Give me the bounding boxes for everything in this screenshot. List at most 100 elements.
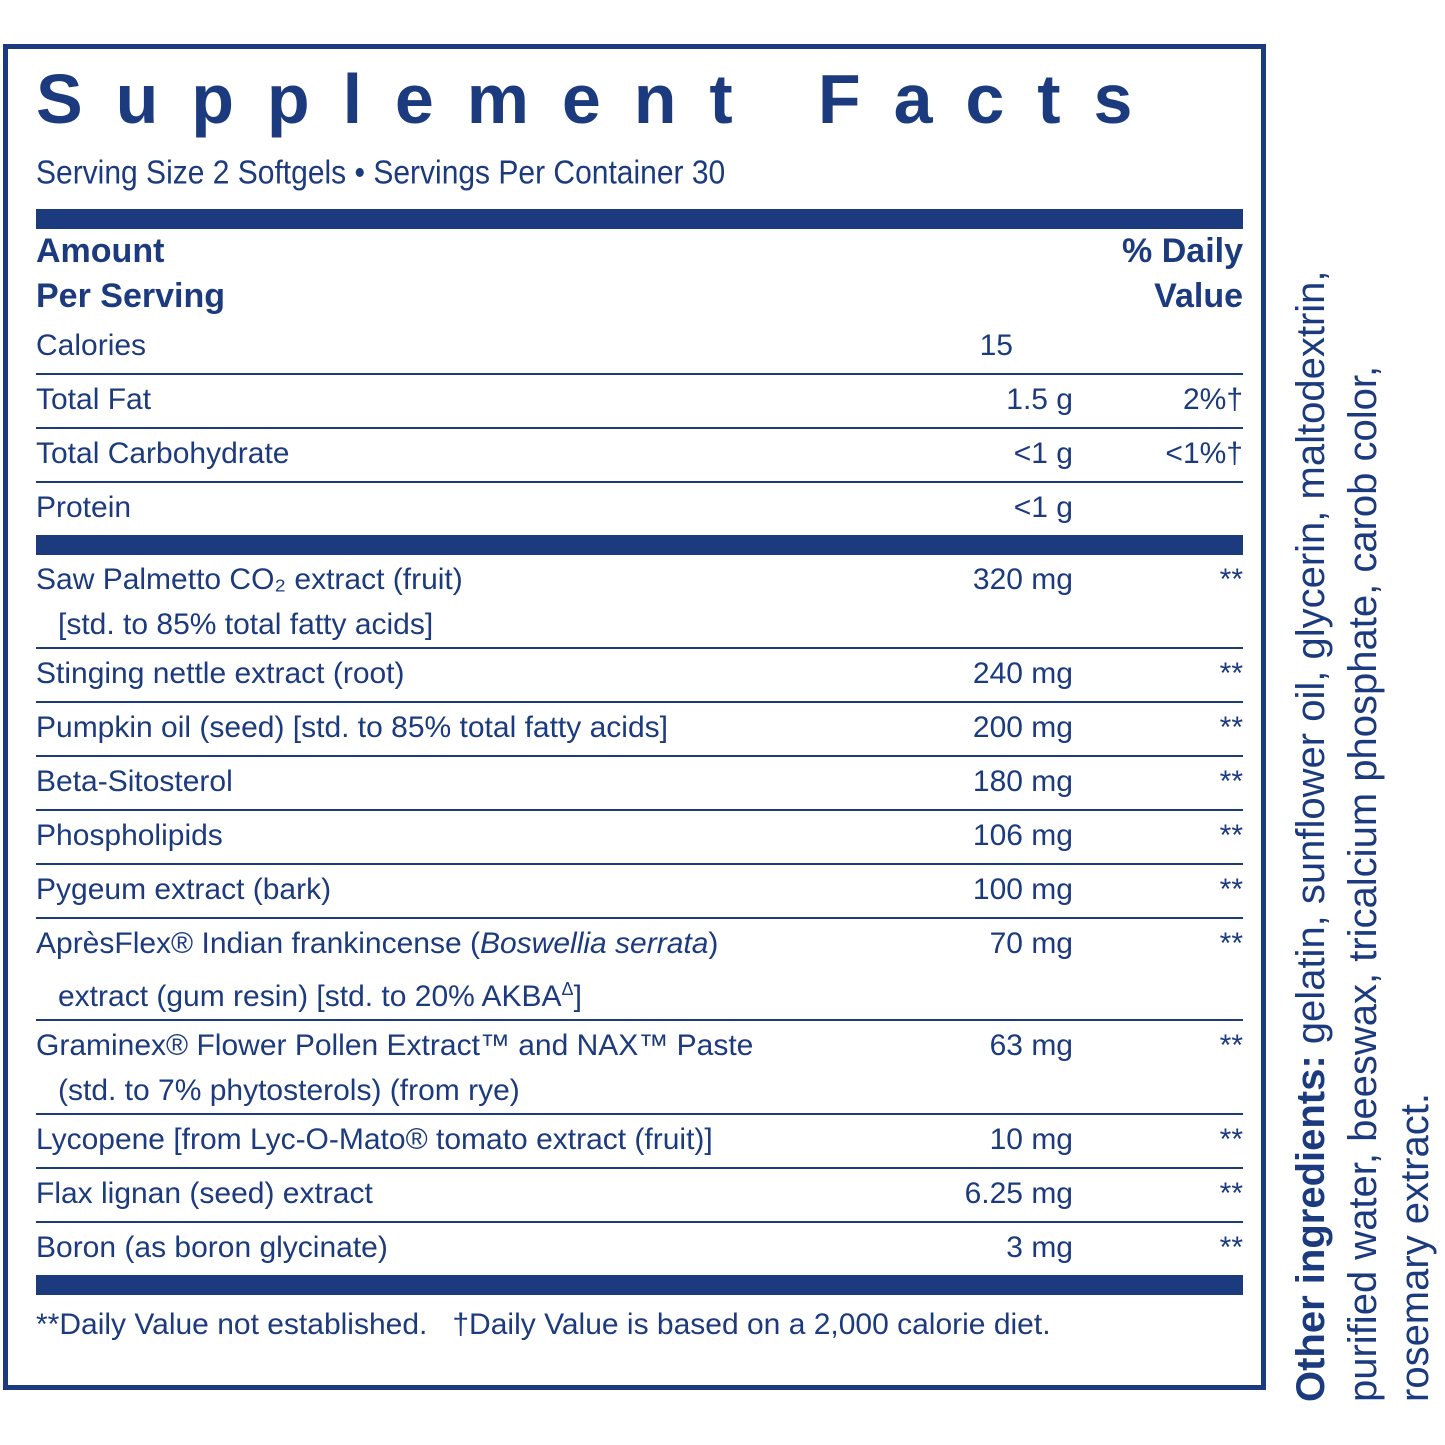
ingredient-line: purified water, beeswax, tricalcium phos… [1337,57,1389,1402]
amount: 63 mg [989,1029,1073,1062]
daily-value: ** [1219,563,1243,596]
daily-value: ** [1219,765,1243,798]
text-segment: Pygeum extract (bark) [36,873,332,906]
nutrient-name: Graminex® Flower Pollen Extract™ and NAX… [36,1021,873,1113]
ingredient-text: gelatin, sunflower oil, glycerin, maltod… [1289,270,1333,1056]
daily-value: 2%† [1182,383,1243,416]
daily-value: ** [1219,873,1243,906]
daily-value: ** [1219,657,1243,690]
nutrient-row: Flax lignan (seed) extract 6.25 mg ** [36,1169,1243,1223]
amount: <1 g [1013,491,1073,524]
amount: <1 g [1013,437,1073,470]
amount-header: Amount Per Serving [36,229,225,321]
nutrient-name: Lycopene [from Lyc-O-Mato® tomato extrac… [36,1115,873,1167]
footnote: **Daily Value not established. [36,1308,428,1341]
amount: 320 mg [972,563,1073,596]
daily-header: % Daily Value [1122,229,1243,321]
nutrient-name: Saw Palmetto CO₂ extract (fruit) [std. to… [36,555,873,647]
amount: 100 mg [972,873,1073,906]
sections: Calories 15 Total Fat 1.5 g 2%† Total Carbohy… [36,321,1243,1275]
name-line: Total Carbohydrate [36,431,873,477]
text-segment: extract (gum resin) [std. to 20% AKBA [58,980,562,1013]
nutrient-row: Protein <1 g [36,483,1243,537]
daily-value: ** [1219,711,1243,744]
amount: 106 mg [972,819,1073,852]
nutrient-name: Phospholipids [36,811,873,863]
text-segment: Phospholipids [36,819,223,852]
amount: 1.5 g [1006,383,1073,416]
text-segment: Beta-Sitosterol [36,765,233,798]
text-segment: Lycopene [from Lyc-O-Mato® tomato extrac… [36,1123,713,1156]
daily-value: ** [1219,1029,1243,1062]
header-text: Per Serving [36,277,225,315]
facts-content: Supplement Facts Serving Size 2 Softgels… [36,49,1243,1355]
header-text: % Daily [1122,232,1243,270]
nutrient-name: Total Fat [36,375,873,427]
text-segment: Saw Palmetto CO₂ extract (fruit) [36,563,463,596]
thick-rule [36,537,1243,555]
name-line: Flax lignan (seed) extract [36,1171,873,1217]
name-detail: extract (gum resin) [std. to 20% AKBAΔ] [36,967,873,1019]
text-segment: (std. to 7% phytosterols) (from rye) [58,1074,520,1107]
text-segment: Total Fat [36,383,152,416]
amount: 6.25 mg [964,1177,1073,1210]
nutrient-row: Lycopene [from Lyc-O-Mato® tomato extrac… [36,1115,1243,1169]
nutrient-row: Total Carbohydrate <1 g <1%† [36,429,1243,483]
ingredient-label: Other ingredients: [1289,1055,1333,1402]
text-segment: Δ [561,979,574,999]
text-segment: Calories [36,329,147,362]
name-line: Graminex® Flower Pollen Extract™ and NAX… [36,1023,873,1069]
nutrient-name: Calories [36,321,873,373]
nutrient-row: Graminex® Flower Pollen Extract™ and NAX… [36,1021,1243,1115]
text-segment: Flax lignan (seed) extract [36,1177,373,1210]
name-line: Pumpkin oil (seed) [std. to 85% total fa… [36,705,873,751]
text-segment: Boron (as boron glycinate) [36,1231,388,1264]
nutrient-row: Stinging nettle extract (root) 240 mg ** [36,649,1243,703]
name-line: Stinging nettle extract (root) [36,651,873,697]
amount: 200 mg [972,711,1073,744]
text-segment: Pumpkin oil (seed) [std. to 85% total fa… [36,711,668,744]
nutrient-name: Beta-Sitosterol [36,757,873,809]
text-segment: Graminex® Flower Pollen Extract™ and NAX… [36,1029,754,1062]
nutrient-row: Pumpkin oil (seed) [std. to 85% total fa… [36,703,1243,757]
name-line: AprèsFlex® Indian frankincense (Boswelli… [36,921,873,967]
title: Supplement Facts [36,60,1166,138]
name-line: Lycopene [from Lyc-O-Mato® tomato extrac… [36,1117,873,1163]
nutrient-name: Pygeum extract (bark) [36,865,873,917]
daily-value: ** [1219,1177,1243,1210]
daily-value: <1%† [1165,437,1243,470]
nutrient-row: Pygeum extract (bark) 100 mg ** [36,865,1243,919]
thick-rule [36,1275,1243,1295]
nutrient-row: Boron (as boron glycinate) 3 mg ** [36,1223,1243,1275]
nutrient-row: Beta-Sitosterol 180 mg ** [36,757,1243,811]
text-segment: Stinging nettle extract (root) [36,657,405,690]
ingredient-line: rosemary extract. [1389,57,1441,1402]
nutrient-name: AprèsFlex® Indian frankincense (Boswelli… [36,919,873,1019]
name-line: Pygeum extract (bark) [36,867,873,913]
nutrient-name: Stinging nettle extract (root) [36,649,873,701]
ingredient-text: purified water, beeswax, tricalcium phos… [1341,365,1385,1402]
amount: 3 mg [1006,1231,1073,1264]
text-segment: ] [573,980,582,1013]
amount: 180 mg [972,765,1073,798]
header-text: Value [1154,277,1243,315]
text-segment: Boswellia serrata [479,927,709,960]
nutrient-name: Protein [36,483,873,535]
name-line: Phospholipids [36,813,873,859]
ingredient-text: rosemary extract. [1393,1093,1437,1402]
column-header: Amount Per Serving % Daily Value [36,229,1243,321]
name-detail: [std. to 85% total fatty acids] [36,603,873,647]
amount: 15 [979,329,1013,362]
amount: 240 mg [972,657,1073,690]
name-line: Calories [36,323,873,369]
nutrient-name: Flax lignan (seed) extract [36,1169,873,1221]
facts-panel: Supplement Facts Serving Size 2 Softgels… [3,44,1266,1390]
header-text: Amount [36,232,165,270]
text-segment: Total Carbohydrate [36,437,290,470]
nutrient-row: Saw Palmetto CO₂ extract (fruit) [std. to… [36,555,1243,649]
other-ingredients: Other ingredients: gelatin, sunflower oi… [1285,57,1441,1402]
amount: 70 mg [989,927,1073,960]
nutrient-row: AprèsFlex® Indian frankincense (Boswelli… [36,919,1243,1021]
name-line: Boron (as boron glycinate) [36,1225,873,1271]
